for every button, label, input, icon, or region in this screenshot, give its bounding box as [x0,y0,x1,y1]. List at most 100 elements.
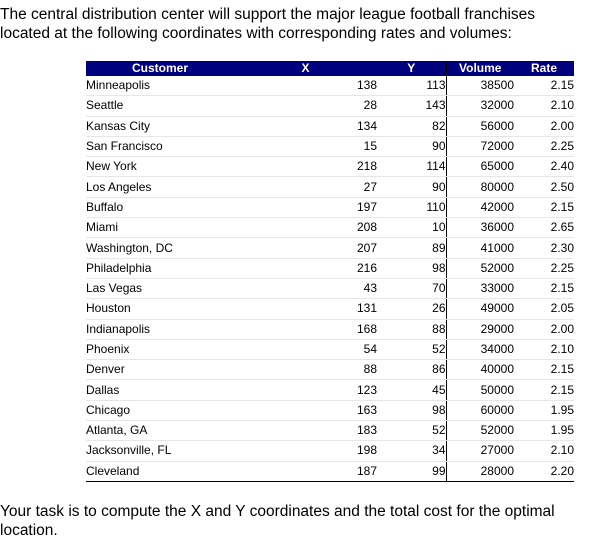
cell-customer: Chicago [86,400,234,422]
cell-x: 208 [234,217,377,239]
table-row: Minneapolis 138 113 38500 2.15 [86,76,574,97]
header-rate: Rate [514,61,574,76]
cell-volume: 42000 [446,197,514,219]
table-row: Buffalo 197 110 42000 2.15 [86,197,574,219]
cell-rate: 2.65 [514,217,574,239]
cell-y: 89 [377,237,447,259]
cell-x: 134 [234,116,377,137]
cell-rate: 2.20 [514,461,574,482]
table-row: Chicago 163 98 60000 1.95 [86,400,574,422]
cell-x: 15 [234,136,377,158]
table-row: Philadelphia 216 98 52000 2.25 [86,258,574,279]
cell-y: 52 [377,339,447,361]
cell-x: 123 [234,379,377,401]
table-row: Miami 208 10 36000 2.65 [86,217,574,239]
table-header-row: Customer X Y Volume Rate [86,61,574,76]
cell-y: 90 [377,136,447,158]
table-row: Kansas City 134 82 56000 2.00 [86,116,574,137]
cell-rate: 1.95 [514,420,574,442]
cell-y: 82 [377,116,447,137]
table-row: Las Vegas 43 70 33000 2.15 [86,278,574,300]
cell-volume: 28000 [446,461,514,482]
table-row: Denver 88 86 40000 2.15 [86,359,574,381]
cell-customer: San Francisco [86,136,234,158]
cell-y: 143 [377,95,447,117]
cell-volume: 56000 [446,116,514,137]
cell-y: 110 [377,197,447,219]
cell-y: 114 [377,156,447,178]
cell-y: 99 [377,461,447,482]
table-row: Phoenix 54 52 34000 2.10 [86,339,574,361]
table-row: San Francisco 15 90 72000 2.25 [86,136,574,158]
table-row: Atlanta, GA 183 52 52000 1.95 [86,420,574,442]
task-paragraph: Your task is to compute the X and Y coor… [0,502,585,540]
cell-customer: Minneapolis [86,76,234,97]
cell-volume: 52000 [446,420,514,442]
cell-rate: 2.10 [514,339,574,361]
header-y: Y [377,61,447,76]
cell-rate: 2.10 [514,440,574,462]
cell-customer: Seattle [86,95,234,117]
cell-y: 98 [377,258,447,279]
cell-x: 197 [234,197,377,219]
cell-volume: 32000 [446,95,514,117]
cell-y: 86 [377,359,447,381]
cell-rate: 2.15 [514,379,574,401]
cell-customer: Philadelphia [86,258,234,279]
cell-rate: 2.00 [514,319,574,340]
cell-y: 113 [377,76,447,97]
cell-x: 207 [234,237,377,259]
cell-x: 131 [234,298,377,320]
cell-volume: 40000 [446,359,514,381]
table-row: Dallas 123 45 50000 2.15 [86,379,574,401]
table-row: Cleveland 187 99 28000 2.20 [86,461,574,482]
cell-x: 216 [234,258,377,279]
task-line-1: Your task is to compute the X and Y coor… [0,503,555,520]
table-row: Washington, DC 207 89 41000 2.30 [86,237,574,259]
cell-volume: 34000 [446,339,514,361]
cell-x: 183 [234,420,377,442]
cell-customer: Washington, DC [86,237,234,259]
cell-rate: 2.15 [514,76,574,97]
cell-volume: 29000 [446,319,514,340]
cell-y: 45 [377,379,447,401]
cell-volume: 41000 [446,237,514,259]
cell-x: 218 [234,156,377,178]
table-row: Jacksonville, FL 198 34 27000 2.10 [86,440,574,462]
cell-rate: 2.50 [514,176,574,198]
cell-x: 43 [234,278,377,300]
cell-volume: 36000 [446,217,514,239]
header-customer: Customer [86,61,234,76]
cell-rate: 2.05 [514,298,574,320]
cell-y: 90 [377,176,447,198]
cell-rate: 2.10 [514,95,574,117]
table-row: Houston 131 26 49000 2.05 [86,298,574,320]
intro-line-2: located at the following coordinates wit… [0,25,512,42]
cell-y: 10 [377,217,447,239]
cell-y: 26 [377,298,447,320]
customer-table: Customer X Y Volume Rate Minneapolis 138 1… [86,61,574,482]
cell-x: 27 [234,176,377,198]
cell-rate: 2.25 [514,258,574,279]
cell-y: 34 [377,440,447,462]
cell-customer: Buffalo [86,197,234,219]
cell-x: 198 [234,440,377,462]
cell-rate: 2.15 [514,278,574,300]
cell-customer: Dallas [86,379,234,401]
header-x: X [234,61,377,76]
table-row: Indianapolis 168 88 29000 2.00 [86,319,574,340]
cell-customer: Atlanta, GA [86,420,234,442]
intro-line-1: The central distribution center will sup… [0,6,536,23]
cell-x: 54 [234,339,377,361]
cell-customer: Phoenix [86,339,234,361]
cell-rate: 2.00 [514,116,574,137]
cell-customer: Jacksonville, FL [86,440,234,462]
cell-volume: 72000 [446,136,514,158]
cell-customer: Miami [86,217,234,239]
table-row: New York 218 114 65000 2.40 [86,156,574,178]
cell-x: 28 [234,95,377,117]
cell-rate: 2.25 [514,136,574,158]
cell-x: 187 [234,461,377,482]
cell-rate: 2.15 [514,197,574,219]
cell-customer: Indianapolis [86,319,234,340]
